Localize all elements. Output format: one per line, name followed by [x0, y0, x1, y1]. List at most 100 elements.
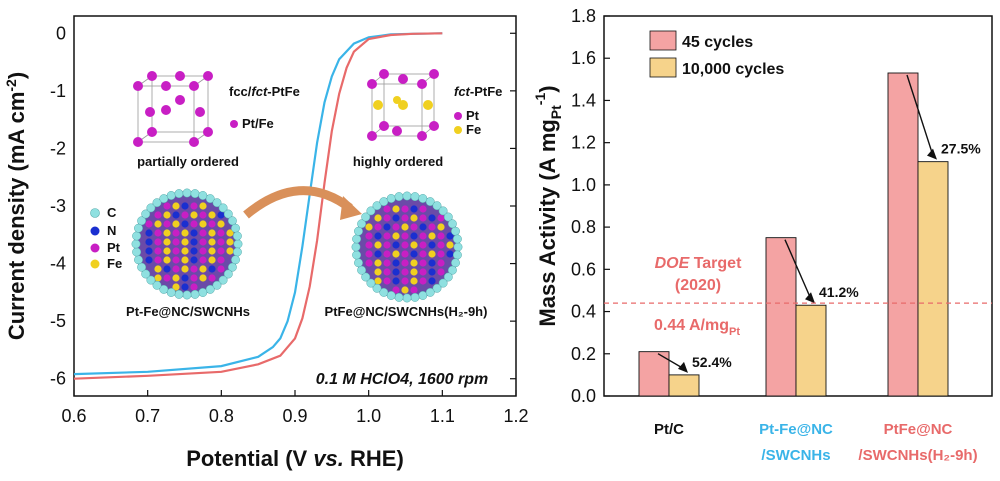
right-phase-label: fct-PtFe	[454, 84, 502, 99]
particle-atom	[181, 220, 189, 228]
particle-atom	[428, 214, 436, 222]
particle-atom	[401, 286, 409, 294]
y-tick-label: -3	[50, 196, 66, 216]
category-label: /SWCNHs(H₂-9h)	[858, 447, 977, 464]
particle-atom	[163, 274, 171, 282]
particle-atom	[208, 274, 216, 282]
particle-atom	[383, 259, 391, 267]
particle-shell-atom	[366, 278, 376, 288]
particle-atom	[199, 238, 207, 246]
particle-atom	[374, 250, 382, 258]
particle-atom	[199, 274, 207, 282]
particle-shell-atom	[218, 275, 228, 285]
particle-atom	[401, 205, 409, 213]
particle-shell-atom	[394, 192, 404, 202]
particle-shell-atom	[137, 216, 147, 226]
bar-45-cycles	[765, 237, 797, 397]
particle-atom	[383, 241, 391, 249]
particle-shell-atom	[227, 216, 237, 226]
particle-shell-atom	[134, 223, 143, 233]
particle-atom	[410, 250, 418, 258]
particle-atom	[217, 211, 225, 219]
particle-shell-atom	[418, 291, 428, 300]
particle-shell-atom	[443, 272, 453, 282]
highly-ordered-label: highly ordered	[353, 154, 443, 169]
category-labels: Pt/C Pt-Fe@NC/SWCNHs PtFe@NC/SWCNHs(H₂-9h)	[654, 421, 978, 464]
y-tick-label: 0	[56, 23, 66, 43]
particle-atom	[383, 214, 391, 222]
particle-atom	[163, 238, 171, 246]
particle-atom	[208, 211, 216, 219]
atom-legend: C N Pt Fe	[90, 205, 122, 271]
partially-ordered-nanoparticle-image	[131, 188, 243, 300]
particle-atom	[437, 232, 445, 240]
legend-label-45: 45 cycles	[682, 34, 753, 51]
left-axis-ticks: 0.6 0.7 0.8 0.9 1.0 1.1 1.2 0 -1 -2 -3 -4 -5 -6	[50, 23, 529, 426]
left-sample-label: Pt-Fe@NC/SWCNHs	[126, 304, 250, 319]
particle-shell-atom	[410, 192, 420, 202]
particle-atom	[392, 277, 400, 285]
particle-atom	[181, 283, 189, 291]
particle-atom	[410, 259, 418, 267]
particle-shell-atom	[379, 197, 389, 207]
particle-atom	[145, 256, 153, 264]
particle-shell-atom	[394, 292, 404, 302]
particle-atom	[374, 277, 382, 285]
particle-shell-atom	[354, 258, 363, 268]
pt-legend-dot	[454, 112, 462, 120]
particle-atom	[163, 202, 171, 210]
particle-atom	[226, 247, 234, 255]
particle-atom	[383, 250, 391, 258]
particle-atom	[401, 232, 409, 240]
particle-atom	[172, 229, 180, 237]
particle-atom	[410, 241, 418, 249]
particle-shell-atom	[351, 242, 361, 252]
particle-atom	[154, 274, 162, 282]
retention-arrow-icon	[906, 74, 934, 156]
particle-shell-atom	[357, 265, 367, 275]
particle-atom	[190, 220, 198, 228]
particle-shell-atom	[410, 292, 420, 302]
particle-shell-atom	[212, 280, 222, 290]
highly-ordered-unit-cell-icon	[367, 69, 439, 141]
particle-atom	[145, 229, 153, 237]
y-tick-label: 0.8	[571, 217, 596, 237]
x-tick-label: 0.6	[61, 406, 86, 426]
particle-atom	[217, 256, 225, 264]
legend-swatch-10000	[649, 57, 677, 78]
particle-shell-atom	[352, 234, 362, 244]
particle-shell-atom	[451, 258, 460, 268]
y-tick-label: -5	[50, 311, 66, 331]
particle-shell-atom	[166, 288, 176, 297]
particle-atom	[392, 214, 400, 222]
particle-atom	[190, 247, 198, 255]
particle-atom	[199, 247, 207, 255]
particle-atom	[190, 229, 198, 237]
particle-shell-atom	[174, 189, 184, 199]
fe-legend-dot	[454, 126, 462, 134]
particle-atom	[365, 232, 373, 240]
particle-atom	[410, 286, 418, 294]
measurement-condition: 0.1 M HClO4, 1600 rpm	[316, 371, 489, 388]
particle-atom	[365, 250, 373, 258]
particle-atom	[383, 277, 391, 285]
x-tick-label: 1.1	[430, 406, 455, 426]
particle-shell-atom	[232, 231, 242, 241]
particle-atom	[145, 238, 153, 246]
particle-shell-atom	[425, 197, 435, 207]
particle-atom	[392, 223, 400, 231]
x-tick-label: 1.2	[503, 406, 528, 426]
y-tick-label: 0.0	[571, 386, 596, 406]
particle-atom	[145, 220, 153, 228]
particle-shell-atom	[402, 191, 412, 201]
y-tick-label: -6	[50, 369, 66, 389]
particle-shell-atom	[198, 288, 208, 297]
y-tick-label: 1.2	[571, 133, 596, 153]
particle-atom	[217, 238, 225, 246]
right-axis-ticks: 0.0 0.2 0.4 0.6 0.8 1.0 1.2 1.4 1.6 1.8	[571, 6, 610, 406]
particle-shell-atom	[372, 283, 382, 293]
particle-atom	[181, 247, 189, 255]
particle-shell-atom	[361, 272, 371, 282]
x-tick-label: 0.8	[209, 406, 234, 426]
particle-atom	[392, 232, 400, 240]
